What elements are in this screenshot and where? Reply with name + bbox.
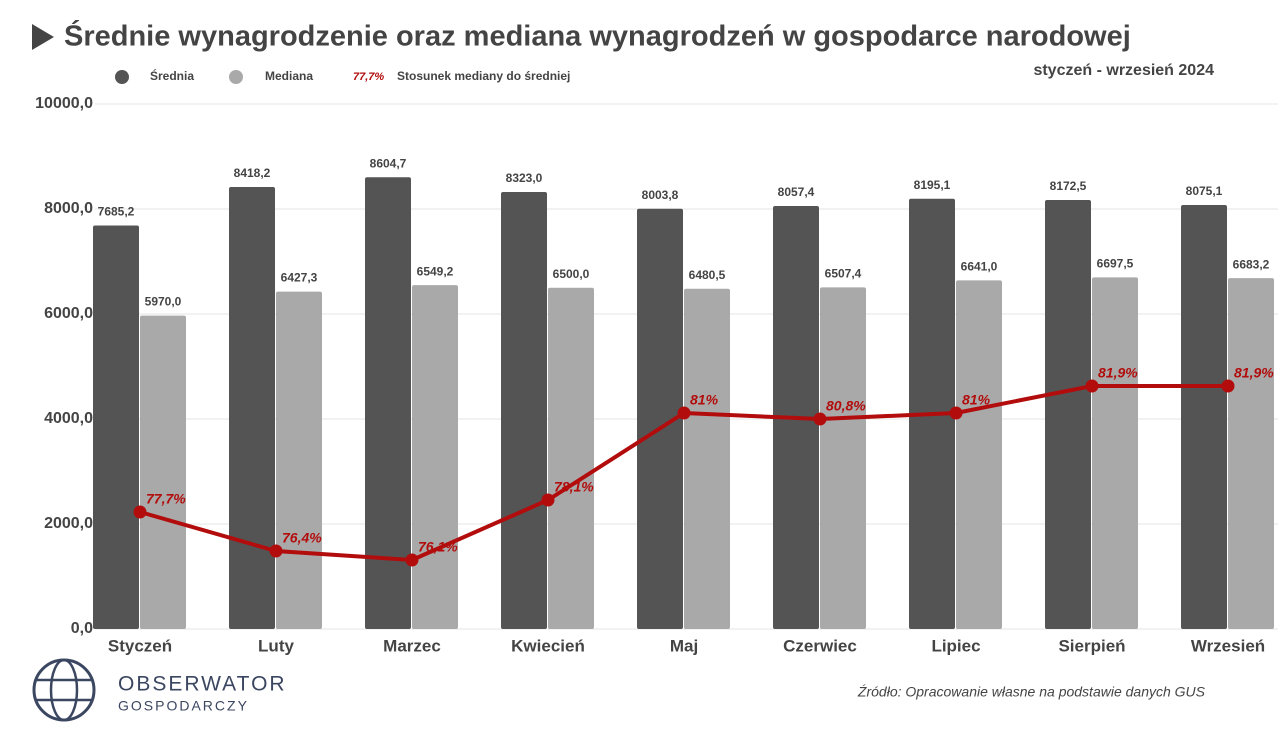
- x-tick-label: Lipiec: [931, 636, 980, 655]
- bar: [637, 208, 683, 629]
- logo-globe: [49, 658, 79, 722]
- x-tick-label: Wrzesień: [1191, 636, 1265, 655]
- bar: [684, 288, 730, 629]
- ratio-label: 77,7%: [146, 491, 186, 507]
- x-tick-label: Kwiecień: [511, 636, 585, 655]
- bar-value-label: 8418,2: [234, 166, 271, 180]
- y-tick-label: 2000,0: [44, 515, 93, 532]
- y-tick-label: 0,0: [71, 620, 93, 637]
- bar-value-label: 8003,8: [642, 188, 679, 202]
- bar-value-label: 8172,5: [1050, 179, 1087, 193]
- bar-value-label: 5970,0: [145, 295, 182, 309]
- bar: [412, 285, 458, 629]
- bar-value-label: 6683,2: [1233, 257, 1270, 271]
- legend-label: Średnia: [150, 68, 194, 83]
- legend-label: Stosunek mediany do średniej: [397, 69, 570, 83]
- x-tick-label: Marzec: [383, 636, 441, 655]
- ratio-marker: [133, 505, 147, 519]
- bar-value-label: 6507,4: [825, 267, 862, 281]
- ratio-marker: [269, 544, 283, 558]
- title-icon: [32, 24, 54, 50]
- bar-value-label: 8323,0: [506, 171, 543, 185]
- ratio-label: 81,9%: [1234, 365, 1274, 381]
- logo-subname: GOSPODARCZY: [118, 698, 249, 714]
- bar: [820, 287, 866, 629]
- bar-value-label: 6427,3: [281, 271, 318, 285]
- logo-name: OBSERWATOR: [118, 673, 287, 696]
- bar-value-label: 6500,0: [553, 267, 590, 281]
- bar: [229, 187, 275, 629]
- bar-value-label: 8195,1: [914, 178, 951, 192]
- logo-globe: [32, 658, 96, 722]
- bar-value-label: 6697,5: [1097, 257, 1134, 271]
- bar-value-label: 8075,1: [1186, 184, 1223, 198]
- ratio-marker: [1085, 379, 1099, 393]
- ratio-marker: [1221, 379, 1235, 393]
- ratio-label: 78,1%: [554, 479, 594, 495]
- y-tick-label: 10000,0: [35, 95, 93, 112]
- legend-label: Mediana: [265, 69, 313, 83]
- legend-swatch: [115, 70, 129, 84]
- chart-title: Średnie wynagrodzenie oraz mediana wynag…: [64, 19, 1131, 53]
- legend: Średnia Mediana 77,7% Stosunek mediany d…: [115, 68, 570, 84]
- x-tick-label: Czerwiec: [783, 636, 857, 655]
- ratio-marker: [541, 493, 555, 507]
- bar-value-label: 7685,2: [98, 205, 135, 219]
- bar: [93, 225, 139, 630]
- bar-value-label: 6549,2: [417, 264, 454, 278]
- x-tick-label: Styczeń: [108, 636, 172, 655]
- x-tick-label: Maj: [670, 636, 698, 655]
- ratio-marker: [813, 412, 827, 426]
- ratio-marker: [677, 406, 691, 420]
- bar: [1045, 199, 1091, 629]
- bar-value-label: 8057,4: [778, 185, 815, 199]
- y-tick-label: 4000,0: [44, 410, 93, 427]
- x-tick-label: Luty: [258, 636, 294, 655]
- bar: [1228, 278, 1274, 629]
- bar: [501, 192, 547, 630]
- logo: OBSERWATOR GOSPODARCZY: [32, 658, 287, 722]
- bar: [140, 315, 186, 629]
- y-tick-label: 6000,0: [44, 305, 93, 322]
- bar: [548, 287, 594, 629]
- y-tick-label: 8000,0: [44, 200, 93, 217]
- bar-value-label: 6641,0: [961, 260, 998, 274]
- ratio-label: 76,4%: [282, 530, 322, 546]
- ratio-label: 76,1%: [418, 539, 458, 555]
- bar: [276, 291, 322, 629]
- bar: [365, 177, 411, 630]
- bar-value-label: 8604,7: [370, 156, 407, 170]
- bar: [956, 280, 1002, 629]
- ratio-label: 81,9%: [1098, 365, 1138, 381]
- ratio-label: 81%: [690, 392, 719, 408]
- ratio-marker: [949, 406, 963, 420]
- source-note: Źródło: Opracowanie własne na podstawie …: [857, 684, 1206, 700]
- bar-value-label: 6480,5: [689, 268, 726, 282]
- ratio-label: 80,8%: [826, 398, 866, 414]
- legend-swatch: [229, 70, 243, 84]
- bar: [1092, 277, 1138, 629]
- bar: [1181, 205, 1227, 629]
- ratio-label: 81%: [962, 392, 991, 408]
- legend-swatch-label: 77,7%: [353, 71, 384, 83]
- ratio-marker: [405, 553, 419, 567]
- chart-subtitle: styczeń - wrzesień 2024: [1033, 62, 1214, 79]
- x-tick-label: Sierpień: [1058, 636, 1125, 655]
